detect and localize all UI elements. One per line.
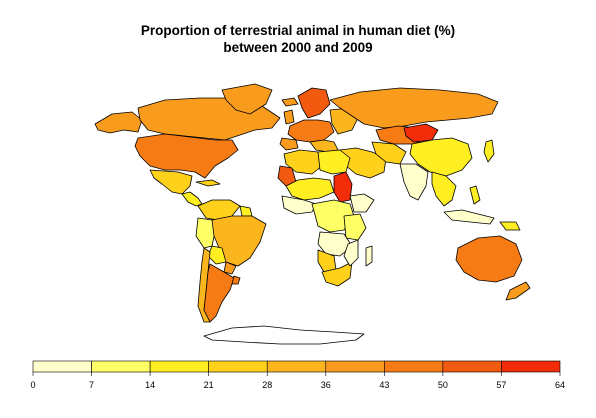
legend-tick-label: 64 (555, 380, 565, 390)
region-uruguay (231, 275, 241, 285)
region-cuba (195, 179, 221, 187)
region-middle-east (339, 147, 387, 179)
legend-tick-label: 14 (145, 380, 155, 390)
region-greenland (221, 83, 273, 115)
region-russia (329, 87, 499, 129)
region-australia (455, 235, 523, 283)
legend-box (266, 360, 327, 373)
region-southeast-asia (431, 171, 457, 207)
region-brazil (211, 215, 267, 267)
legend-box (91, 360, 151, 373)
region-southern-central-africa (317, 231, 353, 257)
legend-tick-label: 7 (89, 380, 94, 390)
legend-tick-label: 50 (438, 380, 448, 390)
region-sudan (333, 171, 353, 203)
legend-box (32, 360, 92, 373)
region-png (499, 221, 521, 231)
region-usa (134, 133, 239, 179)
legend-tick-label: 21 (204, 380, 214, 390)
region-india (399, 163, 429, 201)
legend-box (325, 360, 385, 373)
legend-box (442, 360, 502, 373)
region-madagascar (365, 245, 373, 267)
legend-tick-label: 0 (30, 380, 35, 390)
region-western-europe (287, 119, 335, 143)
region-indonesia (443, 209, 495, 225)
region-scandinavia (297, 87, 331, 119)
region-iceland (281, 97, 299, 107)
region-horn-of-africa (349, 193, 375, 213)
legend-color-boxes (32, 360, 561, 373)
region-argentina (203, 263, 235, 323)
region-west-africa (281, 195, 317, 215)
region-morocco-algeria (283, 149, 323, 175)
legend-tick-label: 36 (321, 380, 331, 390)
legend-ticks: 0 7 14 21 28 36 43 50 57 64 (30, 372, 565, 390)
legend-box (208, 360, 268, 373)
region-antarctica (203, 325, 365, 345)
region-paraguay (223, 261, 237, 275)
region-uk (283, 109, 295, 125)
legend-box (149, 360, 209, 373)
legend-tick-label: 43 (379, 380, 389, 390)
legend-box (384, 360, 444, 373)
map-title-line-2: between 2000 and 2009 (223, 40, 373, 55)
legend-tick-label: 28 (262, 380, 272, 390)
region-alaska (94, 111, 143, 134)
legend-box (501, 360, 561, 373)
legend-tick-label: 57 (496, 380, 506, 390)
region-east-africa (343, 213, 367, 241)
region-china (409, 137, 473, 177)
region-south-africa (321, 261, 353, 287)
region-mozambique (343, 239, 359, 267)
region-iberia (279, 137, 299, 151)
region-new-zealand (505, 281, 531, 301)
region-philippines (469, 185, 481, 205)
map-title-line-1: Proportion of terrestrial animal in huma… (140, 23, 456, 38)
region-japan (483, 139, 495, 163)
region-northern-south-america (197, 199, 241, 221)
